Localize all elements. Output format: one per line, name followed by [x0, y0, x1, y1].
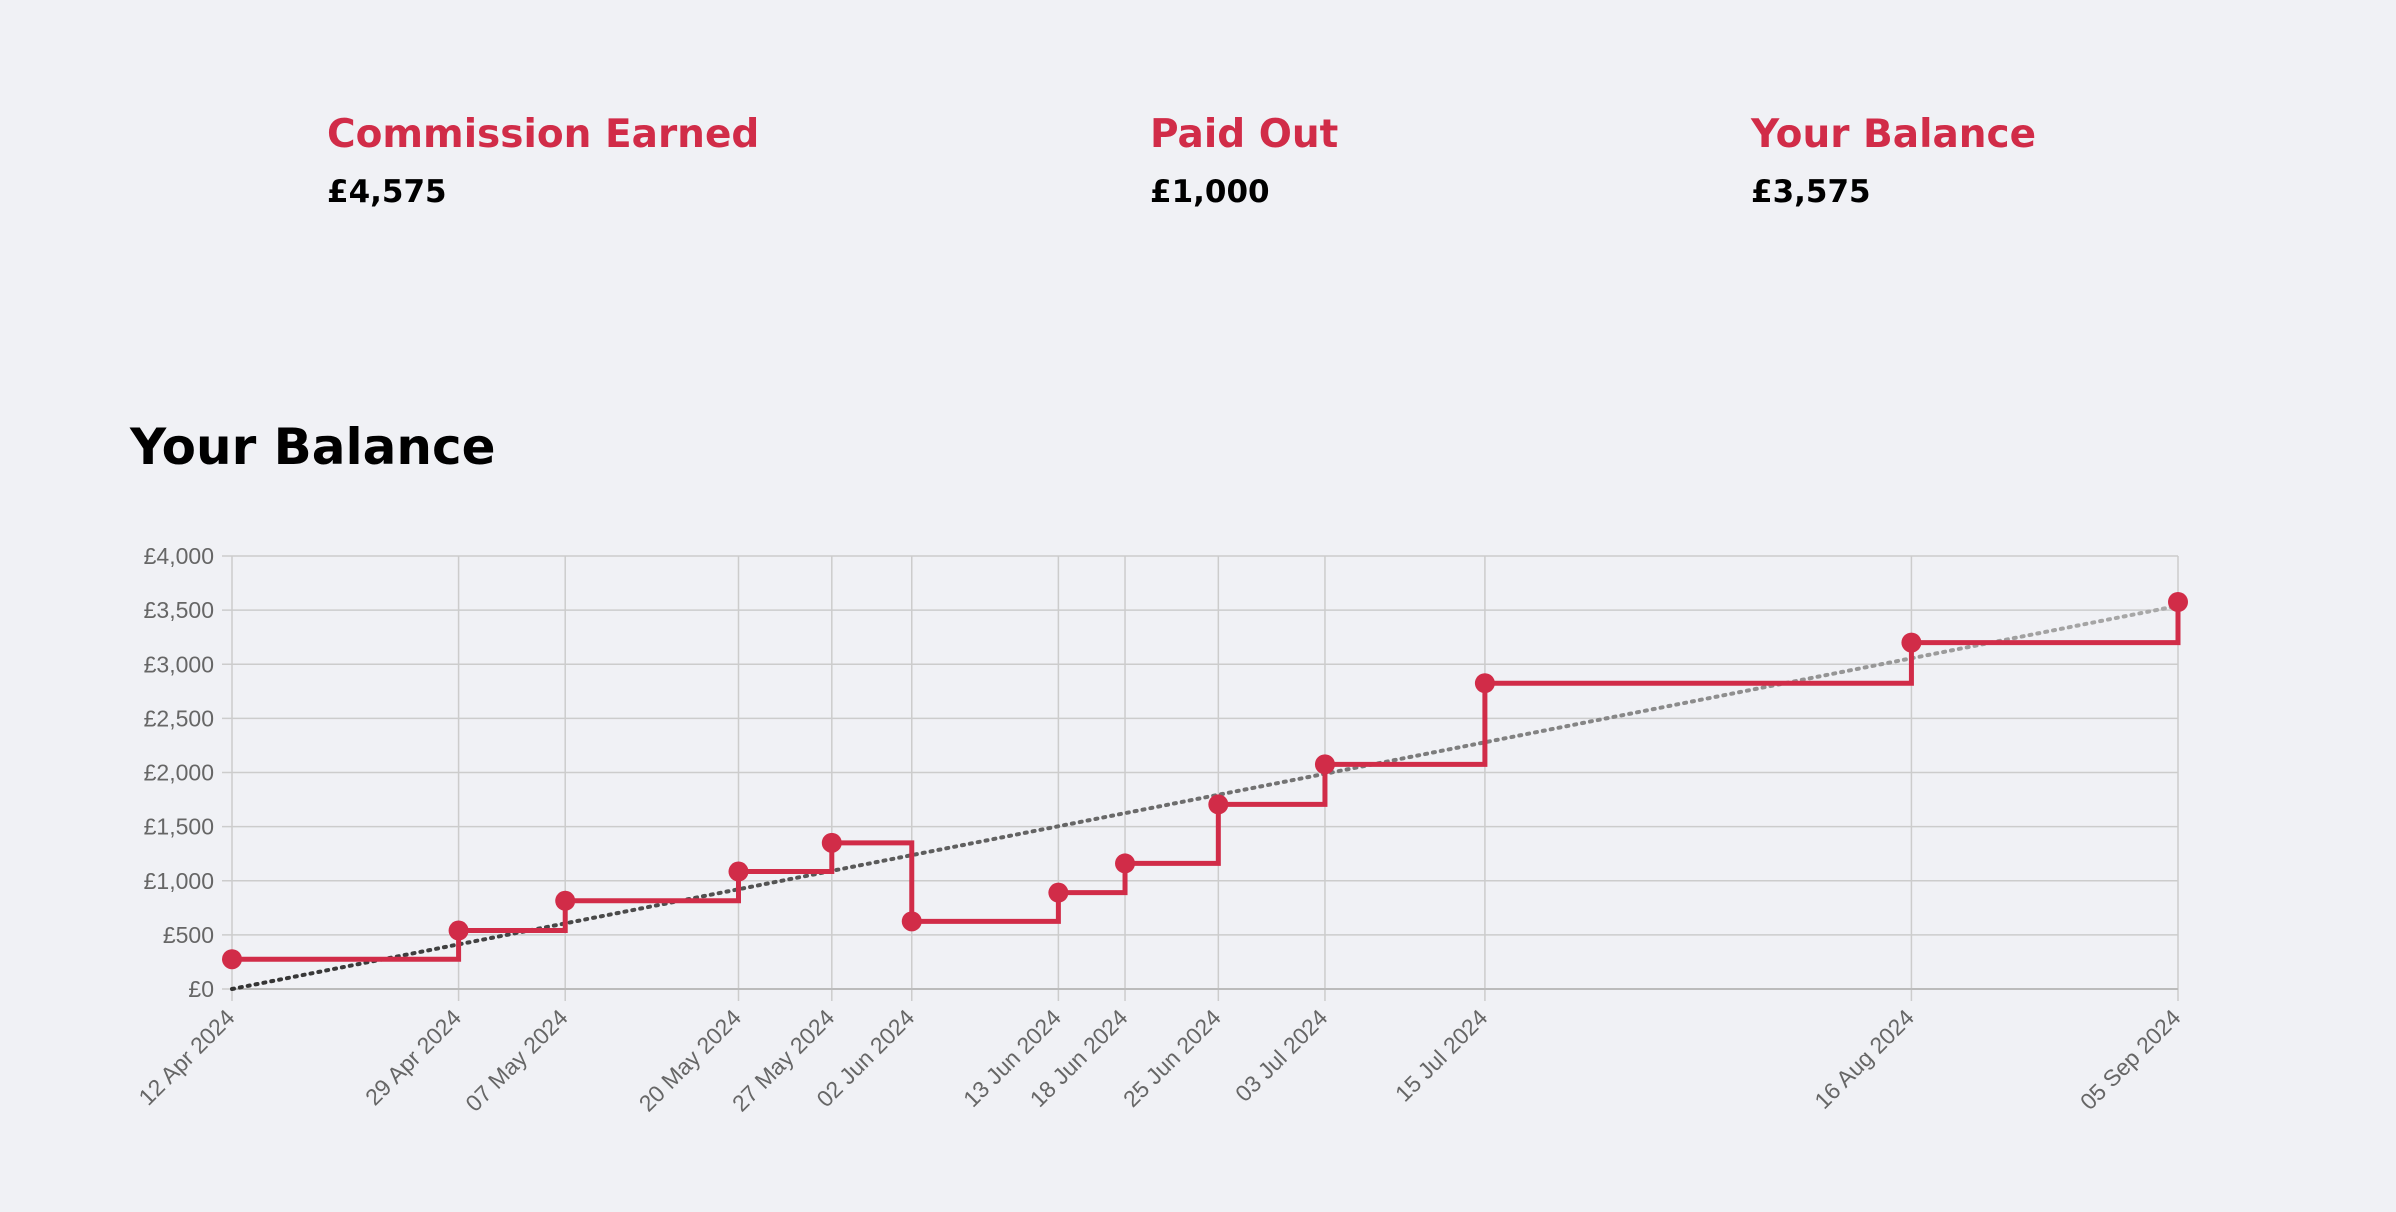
x-tick-label: 25 Jun 2024	[1118, 1004, 1226, 1112]
balance-label: Your Balance	[1751, 112, 2037, 157]
balance-point[interactable]	[821, 832, 842, 853]
trendline-path	[230, 603, 2180, 991]
balance-point[interactable]	[901, 911, 922, 932]
balance-point[interactable]	[2168, 592, 2188, 613]
trendline	[230, 603, 2180, 991]
balance-points	[222, 592, 2188, 970]
y-tick-label: £1,500	[144, 814, 214, 840]
balance-point[interactable]	[1115, 853, 1136, 874]
balance-point[interactable]	[222, 949, 242, 970]
balance-section-title: Your Balance	[130, 418, 496, 476]
y-tick-label: £2,000	[144, 760, 214, 786]
balance-point[interactable]	[1901, 632, 1922, 653]
y-tick-label: £1,000	[144, 868, 214, 894]
paid-out-value: £1,000	[1150, 174, 1270, 210]
commission-earned-stat: Commission Earned £4,575	[327, 110, 759, 212]
chart-grid	[222, 555, 2179, 1001]
paid-out-stat: Paid Out £1,000	[1150, 110, 1338, 212]
x-tick-label: 05 Sep 2024	[2075, 1004, 2186, 1115]
balance-point[interactable]	[448, 920, 469, 941]
balance-step-line	[232, 602, 2181, 962]
y-tick-label: £2,500	[144, 705, 214, 731]
y-tick-label: £3,000	[144, 651, 214, 677]
y-tick-label: £500	[163, 922, 214, 948]
paid-out-label: Paid Out	[1150, 112, 1339, 157]
commission-earned-value: £4,575	[327, 174, 447, 210]
balance-point[interactable]	[1208, 794, 1229, 815]
y-axis-ticks: £0 £500 £1,000 £1,500 £2,000 £2,500 £3,000 £3,5…	[144, 543, 214, 1002]
balance-point[interactable]	[555, 890, 576, 911]
balance-point[interactable]	[1314, 754, 1335, 775]
x-tick-label: 12 Apr 2024	[133, 1004, 239, 1110]
x-tick-label: 03 Jul 2024	[1230, 1004, 1333, 1107]
balance-point[interactable]	[728, 861, 749, 882]
x-tick-label: 29 Apr 2024	[360, 1004, 466, 1110]
x-tick-label: 16 Aug 2024	[1809, 1004, 1919, 1114]
y-tick-label: £0	[188, 976, 214, 1002]
x-tick-label: 07 May 2024	[460, 1004, 573, 1117]
balance-point[interactable]	[1474, 673, 1495, 694]
x-tick-label: 15 Jul 2024	[1390, 1004, 1493, 1107]
commission-earned-label: Commission Earned	[327, 112, 760, 157]
balance-point[interactable]	[1048, 882, 1069, 903]
balance-stat: Your Balance £3,575	[1751, 110, 2036, 212]
balance-value: £3,575	[1751, 174, 1871, 210]
y-tick-label: £4,000	[144, 543, 214, 569]
y-tick-label: £3,500	[144, 597, 214, 623]
balance-series	[232, 602, 2181, 962]
